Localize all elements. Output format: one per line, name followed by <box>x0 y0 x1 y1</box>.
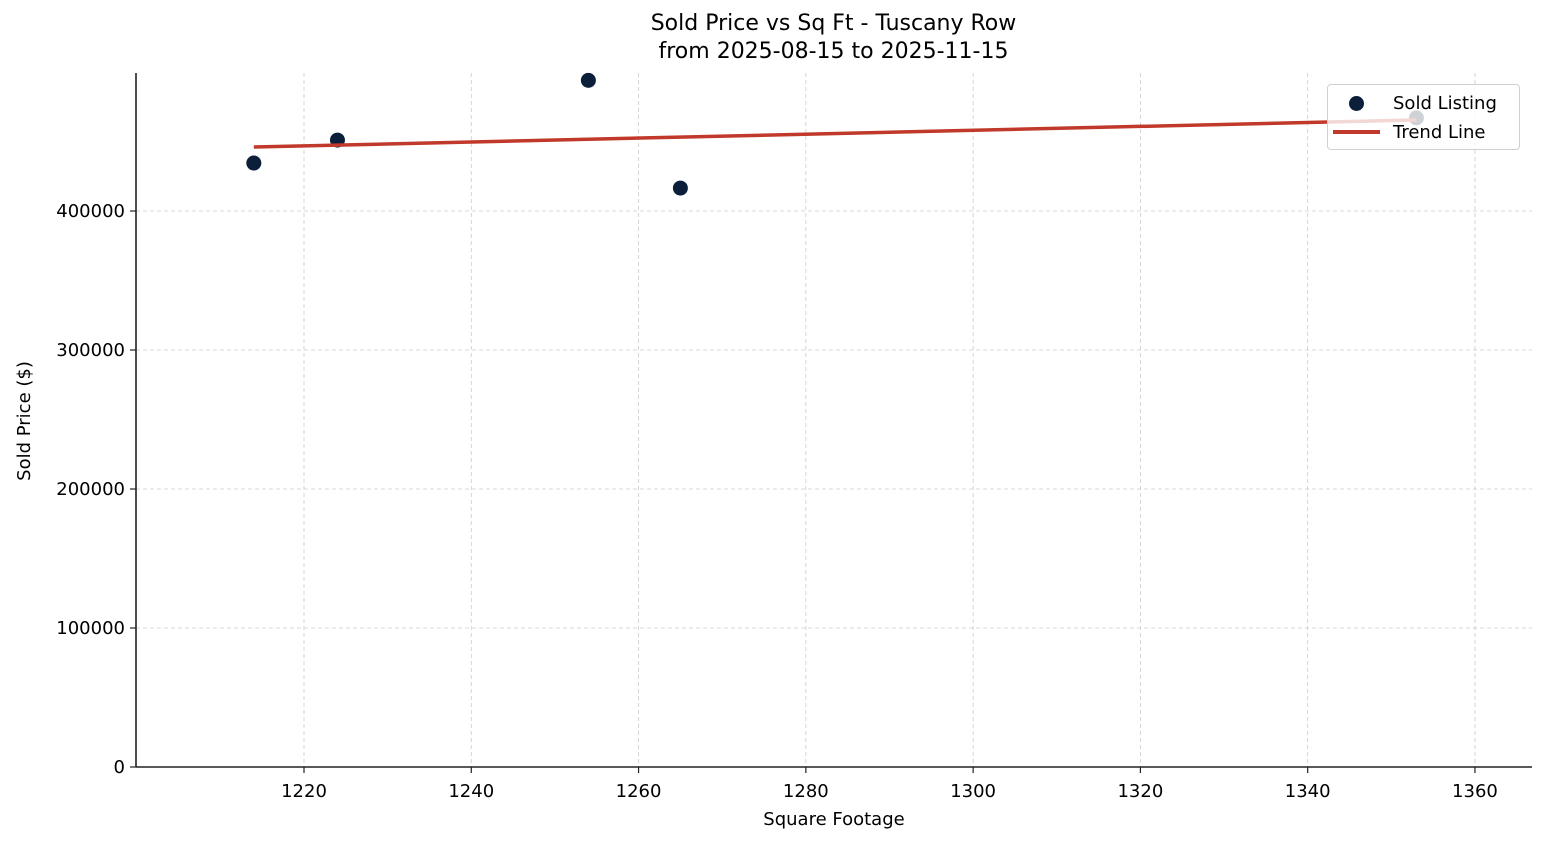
x-axis-label: Square Footage <box>763 809 904 830</box>
y-tick-label: 100000 <box>56 618 125 639</box>
legend-dot-icon <box>1349 95 1364 111</box>
y-tick-label: 300000 <box>56 340 125 361</box>
x-tick-label: 1340 <box>1285 781 1331 802</box>
legend-label: Trend Line <box>1393 121 1486 143</box>
chart-title-main: Sold Price vs Sq Ft - Tuscany Row <box>650 11 1017 36</box>
data-point <box>580 72 596 88</box>
data-point <box>672 180 688 196</box>
data-point <box>246 155 262 171</box>
y-tick-label: 200000 <box>56 479 125 500</box>
y-tick-label: 0 <box>114 757 125 778</box>
x-tick-label: 1300 <box>950 781 996 802</box>
axes <box>130 73 1532 773</box>
x-tick-label: 1360 <box>1452 781 1498 802</box>
chart-subtitle: from 2025-08-15 to 2025-11-15 <box>658 39 1009 64</box>
x-tick-label: 1260 <box>616 781 662 802</box>
legend-label: Sold Listing <box>1393 92 1497 114</box>
x-tick-label: 1280 <box>783 781 829 802</box>
chart-title: Sold Price vs Sq Ft - Tuscany Row from 2… <box>135 10 1532 66</box>
y-axis-label: Sold Price ($) <box>14 361 35 481</box>
legend: Sold Listing Trend Line <box>1327 84 1520 150</box>
legend-line-icon <box>1333 130 1380 134</box>
y-tick-label: 400000 <box>56 201 125 222</box>
tick-labels: 1220 1240 1260 1280 1300 1320 1340 1360 0 100000 2… <box>56 201 1498 802</box>
grid-lines <box>136 73 1532 767</box>
trend-line <box>253 118 1417 149</box>
data-series <box>246 72 1424 196</box>
x-tick-label: 1220 <box>281 781 327 802</box>
x-tick-label: 1240 <box>448 781 494 802</box>
x-tick-label: 1320 <box>1117 781 1163 802</box>
